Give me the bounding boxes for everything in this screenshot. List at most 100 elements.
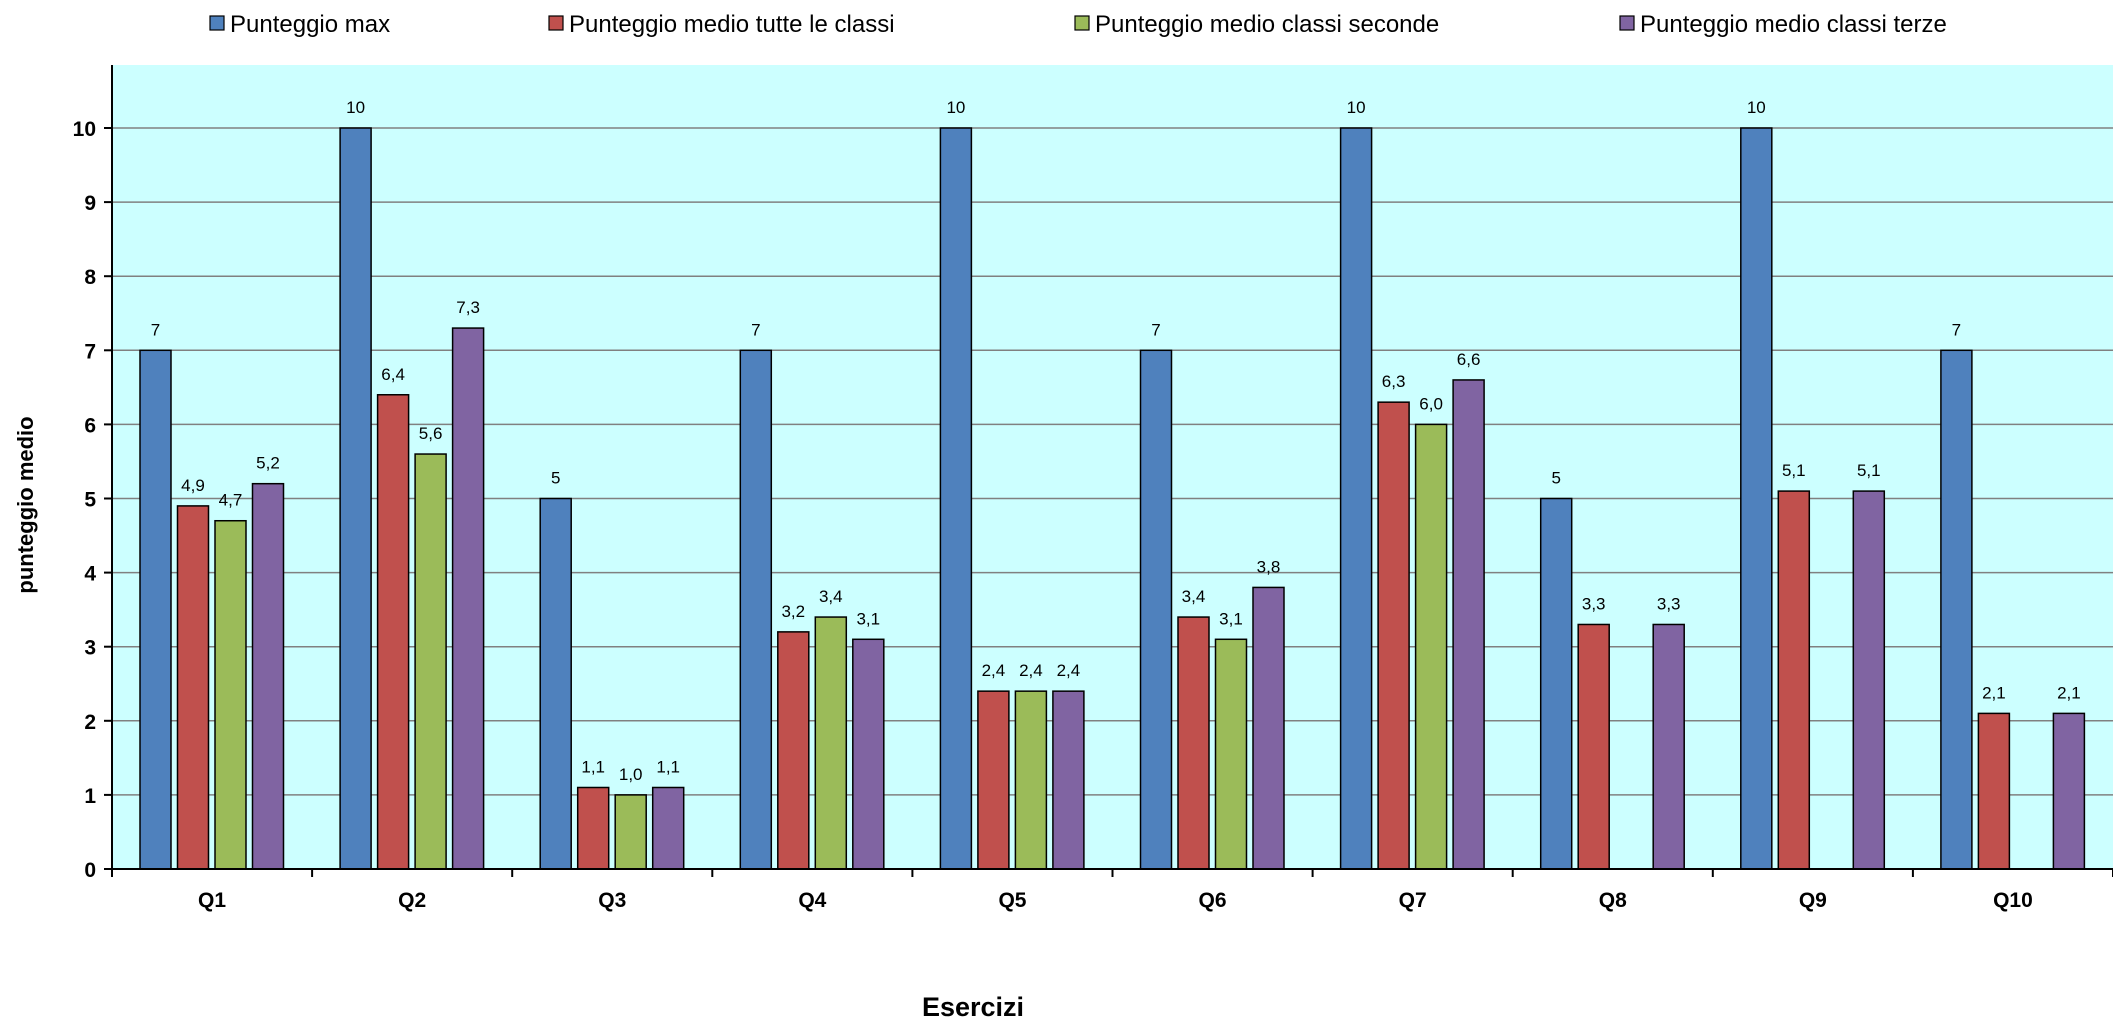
bar <box>451 327 485 870</box>
x-tick-label: Q1 <box>198 889 226 912</box>
bar <box>1014 690 1048 870</box>
bar <box>739 349 773 870</box>
bar <box>139 349 172 870</box>
legend-swatch <box>548 15 564 31</box>
data-label: 5,6 <box>419 424 443 443</box>
data-label: 5 <box>1551 469 1560 488</box>
y-axis-title: punteggio medio <box>13 416 38 593</box>
x-tick-label: Q5 <box>998 889 1026 912</box>
bar <box>777 631 810 870</box>
data-label: 6,3 <box>1382 372 1406 391</box>
legend-swatch <box>1074 15 1090 31</box>
bar <box>376 394 410 870</box>
x-tick-label: Q2 <box>398 889 426 912</box>
x-tick-label: Q10 <box>1993 889 2033 912</box>
data-label: 7,3 <box>456 298 480 317</box>
y-tick-label: 0 <box>84 859 96 882</box>
data-label: 6,4 <box>381 365 405 384</box>
bar <box>1852 490 1886 870</box>
x-tick-label: Q7 <box>1399 889 1427 912</box>
data-labels: 7 10 5 7 10 7 10 5 10 7 4,9 6,4 1,1 3,2 2,4 3,4 6,3 3,3 5,… <box>151 98 2081 784</box>
data-label: 7 <box>1151 320 1160 339</box>
bar <box>1539 497 1573 870</box>
legend-swatch <box>1619 15 1635 31</box>
bar <box>651 786 685 870</box>
data-label: 7 <box>751 320 760 339</box>
bar <box>1940 349 1973 870</box>
bar <box>1777 490 1811 870</box>
bar <box>539 497 572 870</box>
x-tick-label: Q4 <box>798 889 826 912</box>
y-tick-label: 1 <box>84 785 96 808</box>
bar <box>414 453 447 870</box>
bar <box>1252 586 1285 870</box>
data-label: 10 <box>946 98 965 117</box>
bar <box>1139 349 1173 870</box>
bar <box>339 127 372 870</box>
data-label: 10 <box>1747 98 1766 117</box>
data-label: 3,3 <box>1582 594 1606 613</box>
x-tick-label: Q9 <box>1799 889 1827 912</box>
data-label: 1,1 <box>656 757 680 776</box>
axes: 0 1 2 3 4 5 6 7 8 9 10 Q1 Q2 Q3 Q4 Q5 Q6 Q7 Q8 Q9 Q10 <box>73 65 2113 912</box>
data-label: 4,9 <box>181 476 205 495</box>
data-label: 7 <box>151 320 160 339</box>
bar <box>614 794 647 870</box>
bar <box>1214 638 1248 870</box>
bar <box>1052 690 1085 870</box>
data-label: 5,1 <box>1857 461 1881 480</box>
y-tick-label: 2 <box>84 711 96 734</box>
data-label: 3,4 <box>1182 587 1206 606</box>
bar <box>814 616 848 870</box>
x-axis-title: Esercizi <box>922 992 1024 1022</box>
y-tick-label: 6 <box>84 414 96 437</box>
plot-area <box>112 65 2113 869</box>
bar <box>977 690 1010 870</box>
x-tick-label: Q8 <box>1599 889 1627 912</box>
data-label: 6,0 <box>1419 394 1443 413</box>
data-label: 7 <box>1952 320 1961 339</box>
data-label: 2,4 <box>1019 661 1043 680</box>
legend: Punteggio max Punteggio medio tutte le cl… <box>209 11 1947 38</box>
data-label: 1,1 <box>581 757 605 776</box>
bar <box>1652 623 1685 870</box>
bar <box>1339 127 1373 870</box>
y-tick-label: 7 <box>84 340 96 363</box>
data-label: 6,6 <box>1457 350 1481 369</box>
data-label: 2,1 <box>2057 683 2081 702</box>
bar <box>1577 623 1610 870</box>
bar <box>1740 127 1773 870</box>
legend-label: Punteggio max <box>230 11 390 38</box>
data-label: 5 <box>551 469 560 488</box>
data-label: 2,4 <box>982 661 1006 680</box>
data-label: 3,4 <box>819 587 843 606</box>
bar <box>939 127 973 870</box>
bar <box>251 482 285 870</box>
y-tick-label: 4 <box>84 563 96 586</box>
data-label: 3,1 <box>1219 609 1243 628</box>
legend-label: Punteggio medio tutte le classi <box>569 11 895 38</box>
legend-label: Punteggio medio classi terze <box>1640 11 1947 38</box>
bars <box>139 127 2086 870</box>
y-tick-label: 3 <box>84 637 96 660</box>
y-tick-label: 10 <box>73 118 96 141</box>
data-label: 1,0 <box>619 765 643 784</box>
data-label: 2,1 <box>1982 683 2006 702</box>
data-label: 4,7 <box>219 491 243 510</box>
bar <box>1452 379 1485 870</box>
bar <box>852 638 885 870</box>
x-tick-label: Q6 <box>1199 889 1227 912</box>
data-label: 2,4 <box>1057 661 1081 680</box>
data-label: 3,2 <box>781 602 805 621</box>
y-tick-label: 5 <box>84 489 96 512</box>
data-label: 10 <box>1347 98 1366 117</box>
y-tick-label: 8 <box>84 266 96 289</box>
x-tick-label: Q3 <box>598 889 626 912</box>
y-tick-label: 9 <box>84 192 96 215</box>
data-label: 3,3 <box>1657 594 1681 613</box>
legend-swatch <box>209 15 225 31</box>
data-label: 10 <box>346 98 365 117</box>
data-label: 3,8 <box>1257 557 1281 576</box>
bar <box>576 786 610 870</box>
bar <box>1977 712 2011 870</box>
